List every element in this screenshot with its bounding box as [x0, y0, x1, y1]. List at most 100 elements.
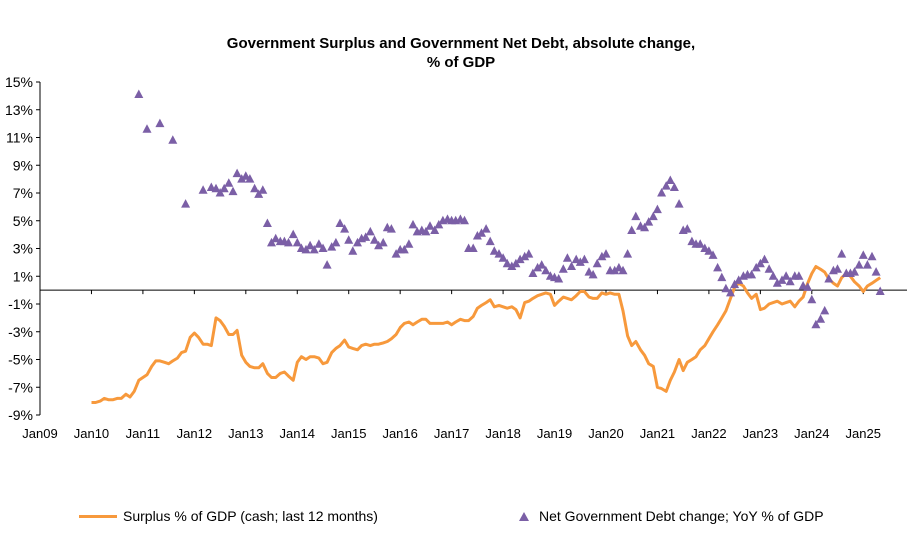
chart-title: Government Surplus and Government Net De… — [0, 34, 922, 72]
net-debt-point — [867, 251, 877, 261]
net-debt-point — [661, 181, 671, 190]
net-debt-point — [309, 244, 319, 254]
net-debt-point — [862, 260, 872, 269]
chart-title-line2: % of GDP — [426, 54, 496, 71]
net-debt-point — [618, 265, 628, 275]
net-debt-point — [781, 271, 791, 280]
net-debt-point — [284, 237, 293, 247]
x-tick-label: Jan19 — [537, 426, 572, 441]
net-debt-point — [365, 226, 375, 236]
net-debt-point — [524, 249, 534, 258]
net-debt-point — [502, 258, 512, 268]
net-debt-point — [489, 246, 499, 255]
net-debt-point — [837, 249, 847, 258]
net-debt-point — [498, 253, 508, 262]
net-debt-point — [541, 265, 551, 275]
x-tick-label: Jan20 — [588, 426, 623, 441]
net-debt-point — [807, 294, 817, 304]
net-debt-point — [631, 211, 641, 221]
net-debt-point — [515, 254, 525, 264]
net-debt-point — [558, 264, 568, 273]
x-tick-label: Jan17 — [434, 426, 469, 441]
net-debt-point — [575, 257, 585, 266]
net-debt-point — [494, 249, 504, 258]
y-tick-label: 3% — [13, 241, 33, 257]
net-debt-point — [408, 219, 418, 229]
net-debt-point — [472, 231, 482, 240]
chart-plot-area: 15% 13% 11% 9% 7% 5% 3% 1% -1% -3% -5% -7% -9% Jan09 J… — [5, 74, 907, 441]
net-debt-point — [533, 262, 543, 272]
net-debt-point — [386, 224, 396, 233]
net-debt-point — [224, 178, 234, 187]
x-tick-label: Jan11 — [126, 426, 160, 441]
net-debt-point — [232, 168, 242, 178]
net-debt-point — [644, 217, 654, 226]
x-tick-label: Jan15 — [331, 426, 366, 441]
net-debt-point — [460, 215, 469, 225]
net-debt-point — [734, 275, 744, 284]
net-debt-point — [627, 225, 637, 234]
chart-legend: Surplus % of GDP (cash; last 12 months) … — [0, 508, 922, 532]
net-debt-point — [340, 224, 350, 233]
chart-title-line1: Government Surplus and Government Net De… — [226, 35, 696, 52]
surplus-series-line — [91, 265, 882, 404]
x-tick-label: Jan22 — [691, 426, 726, 441]
x-tick-label: Jan12 — [177, 426, 212, 441]
net-debt-point — [335, 218, 345, 227]
y-tick-label: 13% — [5, 102, 33, 118]
net-debt-point — [708, 250, 718, 259]
x-tick-label: Jan23 — [743, 426, 778, 441]
net-debt-point — [713, 262, 723, 272]
legend-label-surplus: Surplus % of GDP (cash; last 12 months) — [123, 508, 378, 524]
net-debt-point — [803, 282, 813, 291]
net-debt-point — [760, 254, 769, 264]
net-debt-point — [704, 246, 714, 255]
net-debt-point — [250, 183, 260, 193]
y-tick-label: -1% — [8, 296, 33, 312]
y-tick-label: 1% — [13, 268, 33, 284]
net-debt-point — [528, 268, 538, 277]
net-debt-point — [142, 124, 152, 133]
net-debt-point — [858, 250, 868, 259]
net-debt-point — [610, 265, 620, 275]
net-debt-point — [597, 251, 607, 261]
net-debt-point — [850, 267, 859, 276]
net-debt-point — [322, 260, 332, 269]
net-debt-point — [155, 118, 165, 128]
net-debt-point — [477, 228, 486, 237]
y-tick-label: 9% — [13, 157, 33, 173]
x-tick-label: Jan18 — [485, 426, 520, 441]
net-debt-point — [669, 182, 679, 191]
net-debt-point — [768, 271, 778, 280]
net-debt-point — [262, 218, 272, 227]
net-debt-point — [370, 235, 379, 244]
net-debt-point — [726, 287, 735, 297]
x-tick-label: Jan16 — [382, 426, 417, 441]
net-debt-point — [288, 229, 298, 239]
net-debt-point — [228, 186, 238, 196]
net-debt-point — [520, 251, 530, 261]
net-debt-point — [292, 237, 302, 247]
x-tick-label: Jan13 — [228, 426, 263, 441]
net-debt-point — [820, 305, 830, 315]
net-debt-point — [623, 249, 633, 258]
net-debt-point — [657, 188, 667, 197]
x-tick-label: Jan21 — [640, 426, 675, 441]
net-debt-point — [640, 222, 650, 232]
net-debt-point — [425, 221, 435, 230]
net-debt-point — [361, 232, 371, 241]
net-debt-point — [833, 264, 842, 273]
y-tick-label: -7% — [8, 379, 33, 395]
net-debt-point — [601, 249, 611, 258]
net-debt-point — [785, 276, 795, 286]
net-debt-point — [875, 286, 885, 295]
net-debt-point — [318, 243, 328, 252]
net-debt-point — [648, 211, 658, 221]
legend-item-net-debt: Net Government Debt change; YoY % of GDP — [519, 508, 824, 524]
y-tick-label: 5% — [13, 213, 33, 229]
legend-label-net-debt: Net Government Debt change; YoY % of GDP — [539, 508, 824, 524]
net-debt-point — [695, 239, 705, 248]
y-tick-label: -9% — [8, 407, 33, 423]
net-debt-point — [588, 269, 598, 279]
net-debt-point — [211, 183, 221, 193]
